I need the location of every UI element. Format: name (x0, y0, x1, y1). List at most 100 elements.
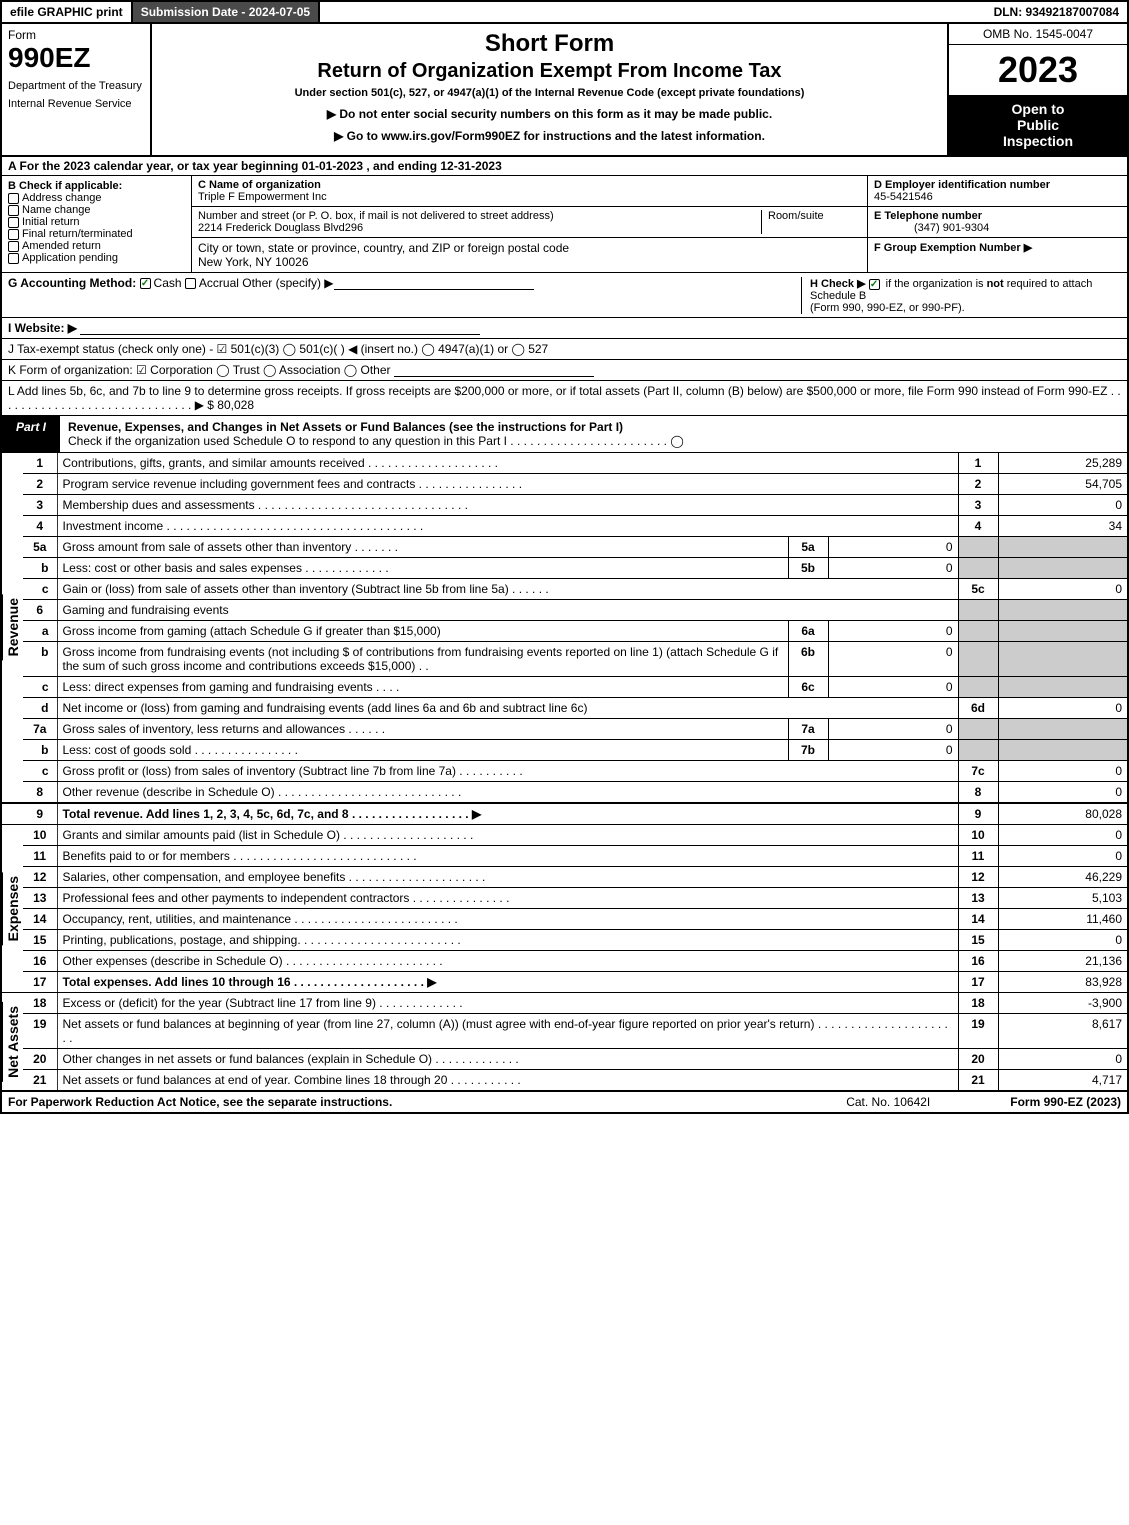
ln-14-num: 14 (23, 909, 57, 930)
ln-14-desc: Occupancy, rent, utilities, and maintena… (57, 909, 958, 930)
ln-3-nc: 3 (958, 495, 998, 516)
instruct-goto[interactable]: ▶ Go to www.irs.gov/Form990EZ for instru… (158, 129, 941, 143)
ln-15-val: 0 (998, 930, 1128, 951)
ln-5b-sn: 5b (788, 558, 828, 579)
tel-value: (347) 901-9304 (874, 222, 989, 234)
checkbox-icon[interactable] (8, 205, 19, 216)
b-opt-name[interactable]: Name change (8, 204, 185, 216)
d-ein-label: D Employer identification number (874, 179, 1050, 191)
form-header: Form 990EZ Department of the Treasury In… (0, 24, 1129, 157)
b-opt-address[interactable]: Address change (8, 192, 185, 204)
line-1: Revenue 1 Contributions, gifts, grants, … (1, 453, 1128, 474)
ln-6c-grey (958, 677, 998, 698)
checkbox-cash-icon[interactable] (140, 278, 151, 289)
ln-17-num: 17 (23, 972, 57, 993)
ln-8-num: 8 (23, 782, 57, 804)
group-cell: F Group Exemption Number ▶ (868, 238, 1127, 257)
ln-7b-sn: 7b (788, 740, 828, 761)
ln-6-grey (958, 600, 998, 621)
f-group-label: F Group Exemption Number ▶ (874, 242, 1032, 254)
checkbox-icon[interactable] (8, 217, 19, 228)
row-k: K Form of organization: ☑ Corporation ◯ … (0, 360, 1129, 381)
ln-7a-sv: 0 (828, 719, 958, 740)
tax-year: 2023 (949, 45, 1127, 95)
website-input[interactable] (80, 323, 480, 335)
k-other-input[interactable] (394, 365, 594, 377)
ln-9-desc: Total revenue. Add lines 1, 2, 3, 4, 5c,… (57, 803, 958, 825)
ln-17-val: 83,928 (998, 972, 1128, 993)
g-label: G Accounting Method: (8, 276, 136, 290)
g-accrual: Accrual (199, 276, 239, 290)
ln-5c-nc: 5c (958, 579, 998, 600)
ln-2-val: 54,705 (998, 474, 1128, 495)
ln-7b-sv: 0 (828, 740, 958, 761)
title-short-form: Short Form (158, 30, 941, 58)
ln-6b-sn: 6b (788, 642, 828, 677)
line-5c: cGain or (loss) from sale of assets othe… (1, 579, 1128, 600)
ln-16-num: 16 (23, 951, 57, 972)
line-16: 16Other expenses (describe in Schedule O… (1, 951, 1128, 972)
revenue-side-text: Revenue (2, 594, 23, 660)
ein-cell: D Employer identification number 45-5421… (868, 176, 1127, 207)
efile-label[interactable]: efile GRAPHIC print (2, 2, 133, 22)
ln-13-nc: 13 (958, 888, 998, 909)
ln-6d-num: d (23, 698, 57, 719)
row-gh: G Accounting Method: Cash Accrual Other … (0, 273, 1129, 318)
checkbox-h-icon[interactable] (869, 279, 880, 290)
b-opt-amended[interactable]: Amended return (8, 240, 185, 252)
ln-15-num: 15 (23, 930, 57, 951)
line-5b: bLess: cost or other basis and sales exp… (1, 558, 1128, 579)
ln-7a-greyv (998, 719, 1128, 740)
checkbox-icon[interactable] (8, 193, 19, 204)
footer-right-pre: Form (1010, 1095, 1043, 1109)
line-6: 6Gaming and fundraising events (1, 600, 1128, 621)
b-opt-initial[interactable]: Initial return (8, 216, 185, 228)
b-opt-final-label: Final return/terminated (22, 228, 133, 240)
ln-5b-desc: Less: cost or other basis and sales expe… (57, 558, 788, 579)
line-2: 2Program service revenue including gover… (1, 474, 1128, 495)
checkbox-icon[interactable] (8, 241, 19, 252)
title-return: Return of Organization Exempt From Incom… (158, 60, 941, 83)
ln-5c-val: 0 (998, 579, 1128, 600)
netassets-side-text: Net Assets (2, 1002, 23, 1082)
line-9: 9Total revenue. Add lines 1, 2, 3, 4, 5c… (1, 803, 1128, 825)
ln-6d-nc: 6d (958, 698, 998, 719)
b-opt-final[interactable]: Final return/terminated (8, 228, 185, 240)
ln-5b-grey (958, 558, 998, 579)
header-left: Form 990EZ Department of the Treasury In… (2, 24, 152, 155)
ln-5a-grey (958, 537, 998, 558)
checkbox-icon[interactable] (8, 229, 19, 240)
g-other-input[interactable] (334, 278, 534, 290)
ln-9-nc: 9 (958, 803, 998, 825)
ln-20-desc: Other changes in net assets or fund bala… (57, 1049, 958, 1070)
ln-7c-val: 0 (998, 761, 1128, 782)
part-1-table: Revenue 1 Contributions, gifts, grants, … (0, 453, 1129, 1091)
checkbox-accrual-icon[interactable] (185, 278, 196, 289)
b-opt-initial-label: Initial return (22, 216, 79, 228)
ln-6d-val: 0 (998, 698, 1128, 719)
ln-20-val: 0 (998, 1049, 1128, 1070)
e-tel-label: E Telephone number (874, 210, 982, 222)
ln-6d-desc: Net income or (loss) from gaming and fun… (57, 698, 958, 719)
dept-irs: Internal Revenue Service (8, 98, 144, 110)
c-street-label: Number and street (or P. O. box, if mail… (198, 210, 554, 222)
checkbox-icon[interactable] (8, 253, 19, 264)
ln-1-num: 1 (23, 453, 57, 474)
ln-7a-grey (958, 719, 998, 740)
ln-7b-greyv (998, 740, 1128, 761)
row-h: H Check ▶ if the organization is not req… (801, 277, 1121, 314)
ln-6a-desc: Gross income from gaming (attach Schedul… (57, 621, 788, 642)
footer-right-post: (2023) (1083, 1095, 1121, 1109)
ln-21-desc: Net assets or fund balances at end of ye… (57, 1070, 958, 1091)
b-opt-pending[interactable]: Application pending (8, 252, 185, 264)
ln-13-desc: Professional fees and other payments to … (57, 888, 958, 909)
section-c: C Name of organization Triple F Empowerm… (192, 176, 867, 272)
ln-6c-desc: Less: direct expenses from gaming and fu… (57, 677, 788, 698)
h-text3: (Form 990, 990-EZ, or 990-PF). (810, 302, 965, 314)
ln-17-nc: 17 (958, 972, 998, 993)
j-text: J Tax-exempt status (check only one) - ☑… (8, 342, 548, 356)
line-17: 17Total expenses. Add lines 10 through 1… (1, 972, 1128, 993)
row-l: L Add lines 5b, 6c, and 7b to line 9 to … (0, 381, 1129, 416)
org-city: New York, NY 10026 (198, 255, 309, 269)
ln-15-desc: Printing, publications, postage, and shi… (57, 930, 958, 951)
